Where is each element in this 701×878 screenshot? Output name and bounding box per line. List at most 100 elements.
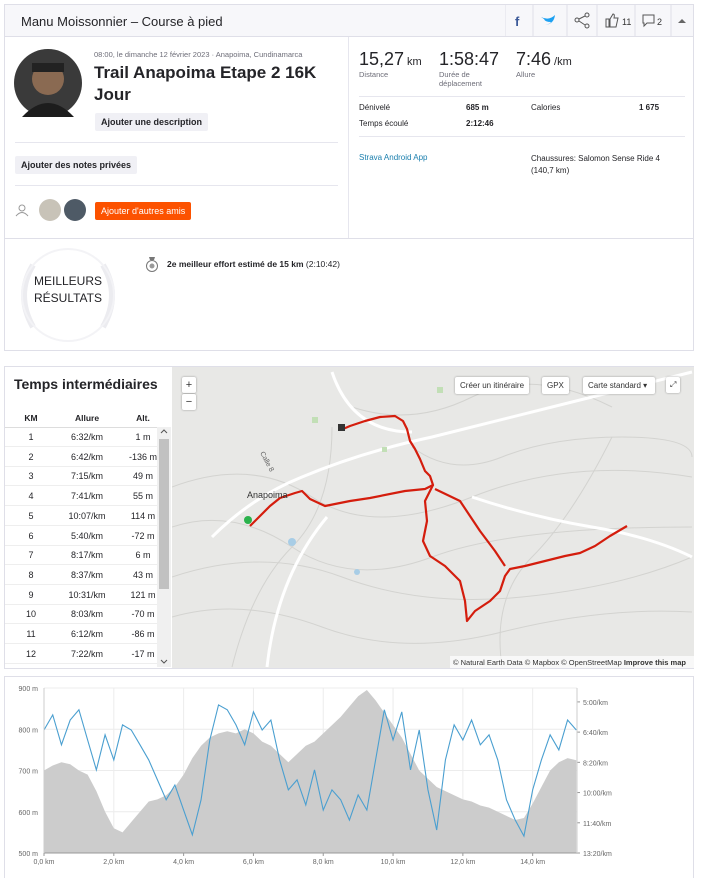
- create-route-button[interactable]: Créer un itinéraire: [455, 377, 530, 394]
- shoes: Chaussures: Salomon Sense Ride 4 (140,7 …: [531, 154, 660, 175]
- achievements-panel: MEILLEURS RÉSULTATS 2e meilleur effort e…: [4, 238, 694, 351]
- split-cell: 1 m: [135, 432, 151, 442]
- map-panel: Temps intermédiaires KM Allure Alt. 1 6:32/…: [4, 366, 694, 669]
- collapse-icon[interactable]: [678, 19, 686, 23]
- twitter-icon[interactable]: [541, 15, 555, 25]
- split-cell: 7: [28, 550, 34, 561]
- split-cell: 11: [26, 629, 36, 639]
- split-row: 5 10:07/km 114 m: [5, 506, 157, 526]
- split-cell: 7:15/km: [70, 471, 103, 482]
- split-cell: 5: [28, 510, 34, 521]
- add-friends-button[interactable]: Ajouter d'autres amis: [95, 202, 192, 220]
- split-cell: 8:03/km: [70, 609, 103, 620]
- split-cell: 6 m: [135, 550, 151, 561]
- split-cell: 1: [28, 432, 34, 442]
- stat-label: Distance: [359, 70, 389, 79]
- split-row: 3 7:15/km 49 m: [5, 466, 157, 487]
- stat-label: Allure: [516, 70, 536, 79]
- y2-tick-label: 6:40/km: [583, 730, 608, 737]
- divider: [15, 142, 338, 143]
- y2-tick-label: 8:20/km: [583, 760, 608, 767]
- add-description-button[interactable]: Ajouter une description: [95, 113, 209, 131]
- split-cell: 7:22/km: [70, 648, 103, 659]
- split-cell: 114 m: [130, 510, 156, 521]
- elevation-area: [44, 690, 577, 853]
- stat-value: 15,27: [359, 49, 405, 69]
- divider: [359, 136, 685, 137]
- split-cell: 4: [28, 491, 34, 502]
- kudos-count: 11: [622, 17, 631, 27]
- split-cell: 5:40/km: [70, 530, 103, 541]
- achievement-item: 2e meilleur effort estimé de 15 km (2:10…: [167, 259, 340, 269]
- split-cell: 10:31/km: [68, 589, 106, 600]
- x-tick-label: 0,0 km: [33, 859, 54, 866]
- fullscreen-button[interactable]: ⤢: [666, 377, 681, 393]
- gpx-button[interactable]: GPX: [542, 377, 569, 394]
- split-row: 2 6:42/km -136 m: [5, 447, 157, 467]
- split-row: 7 8:17/km 6 m: [5, 545, 157, 566]
- split-cell: 6: [28, 530, 34, 541]
- divider: [15, 185, 338, 186]
- share-icon[interactable]: [574, 12, 590, 29]
- x-tick-label: 4,0 km: [173, 859, 194, 866]
- detail-label: Calories: [531, 103, 561, 112]
- map[interactable]: Anapoima Calle 8 © Natural Earth Data © …: [172, 367, 694, 668]
- comment-count: 2: [657, 17, 662, 27]
- y-tick-label: 500 m: [19, 851, 39, 858]
- detail-value: 1 675: [639, 103, 660, 112]
- kudos-icon[interactable]: [605, 13, 619, 28]
- scrollbar[interactable]: [157, 427, 171, 667]
- split-cell: 3: [28, 471, 34, 482]
- facebook-icon[interactable]: f: [515, 14, 520, 29]
- divider: [359, 96, 685, 97]
- stat-value-line: 7:46/km: [516, 49, 594, 70]
- zoom-in-button[interactable]: +: [182, 377, 196, 393]
- split-cell: -86 m: [131, 629, 155, 639]
- achievements-title: MEILLEURS RÉSULTATS: [33, 274, 103, 305]
- split-cell: -72 m: [131, 530, 155, 541]
- achievement-time: (2:10:42): [305, 259, 340, 269]
- split-cell: -136 m: [128, 451, 157, 462]
- improve-map-link[interactable]: Improve this map: [624, 658, 687, 667]
- split-cell: 10:07/km: [68, 510, 106, 521]
- split-cell: 2: [28, 451, 34, 462]
- split-row: 12 7:22/km -17 m: [5, 644, 157, 664]
- split-row: 11 6:12/km -86 m: [5, 624, 157, 644]
- split-row: 8 8:37/km 43 m: [5, 565, 157, 585]
- splits-table: 1 6:32/km 1 m 2 6:42/km -136 m 3 7:15/km 49 m 4 7:…: [5, 427, 171, 665]
- stat: 1:58:47 Durée de déplacement: [439, 49, 517, 88]
- gpx-label: GPX: [547, 381, 564, 390]
- private-notes-button[interactable]: Ajouter des notes privées: [15, 156, 138, 174]
- pace-line: [43, 704, 577, 838]
- chart: 500 m 600 m 700 m 800 m 900 m 0,0 km 2,0 km 4,0…: [19, 686, 612, 866]
- split-cell: -70 m: [131, 609, 155, 620]
- divider: [348, 37, 349, 238]
- split-row: 1 6:32/km 1 m: [5, 427, 157, 447]
- map-style-button[interactable]: Carte standard ▾: [583, 377, 655, 394]
- split-cell: 8:17/km: [70, 550, 103, 561]
- comment-icon[interactable]: [642, 14, 655, 28]
- split-cell: 7:41/km: [70, 491, 103, 502]
- finish-marker: [338, 424, 345, 431]
- attribution-text: © Natural Earth Data © Mapbox © OpenStre…: [453, 658, 622, 667]
- stat-value-line: 15,27 km: [359, 49, 437, 70]
- split-cell: 6:42/km: [70, 451, 103, 462]
- activity-panel: 08:00, le dimanche 12 février 2023 · Ana…: [4, 36, 694, 239]
- split-cell: 8:37/km: [70, 569, 103, 580]
- split-cell: 121 m: [130, 589, 156, 600]
- split-cell: 49 m: [132, 471, 153, 482]
- activity-datetime: 08:00, le dimanche 12 février 2023 · Ana…: [94, 50, 303, 59]
- start-marker: [244, 516, 252, 524]
- device-link[interactable]: Strava Android App: [359, 153, 428, 162]
- zoom-out-button[interactable]: −: [182, 394, 196, 410]
- stat: 15,27 km Distance: [359, 49, 437, 79]
- stats: 15,27 km Distance 1:58:47 Durée de déplaceme…: [359, 49, 689, 99]
- x-tick-label: 10,0 km: [381, 859, 406, 866]
- x-tick-label: 6,0 km: [243, 859, 264, 866]
- stat-value: 1:58:47: [439, 49, 500, 69]
- y2-tick-label: 10:00/km: [583, 791, 612, 798]
- split-cell: 9: [28, 589, 34, 600]
- splits-column-header: Allure: [74, 413, 100, 423]
- splits-title: Temps intermédiaires: [14, 376, 158, 392]
